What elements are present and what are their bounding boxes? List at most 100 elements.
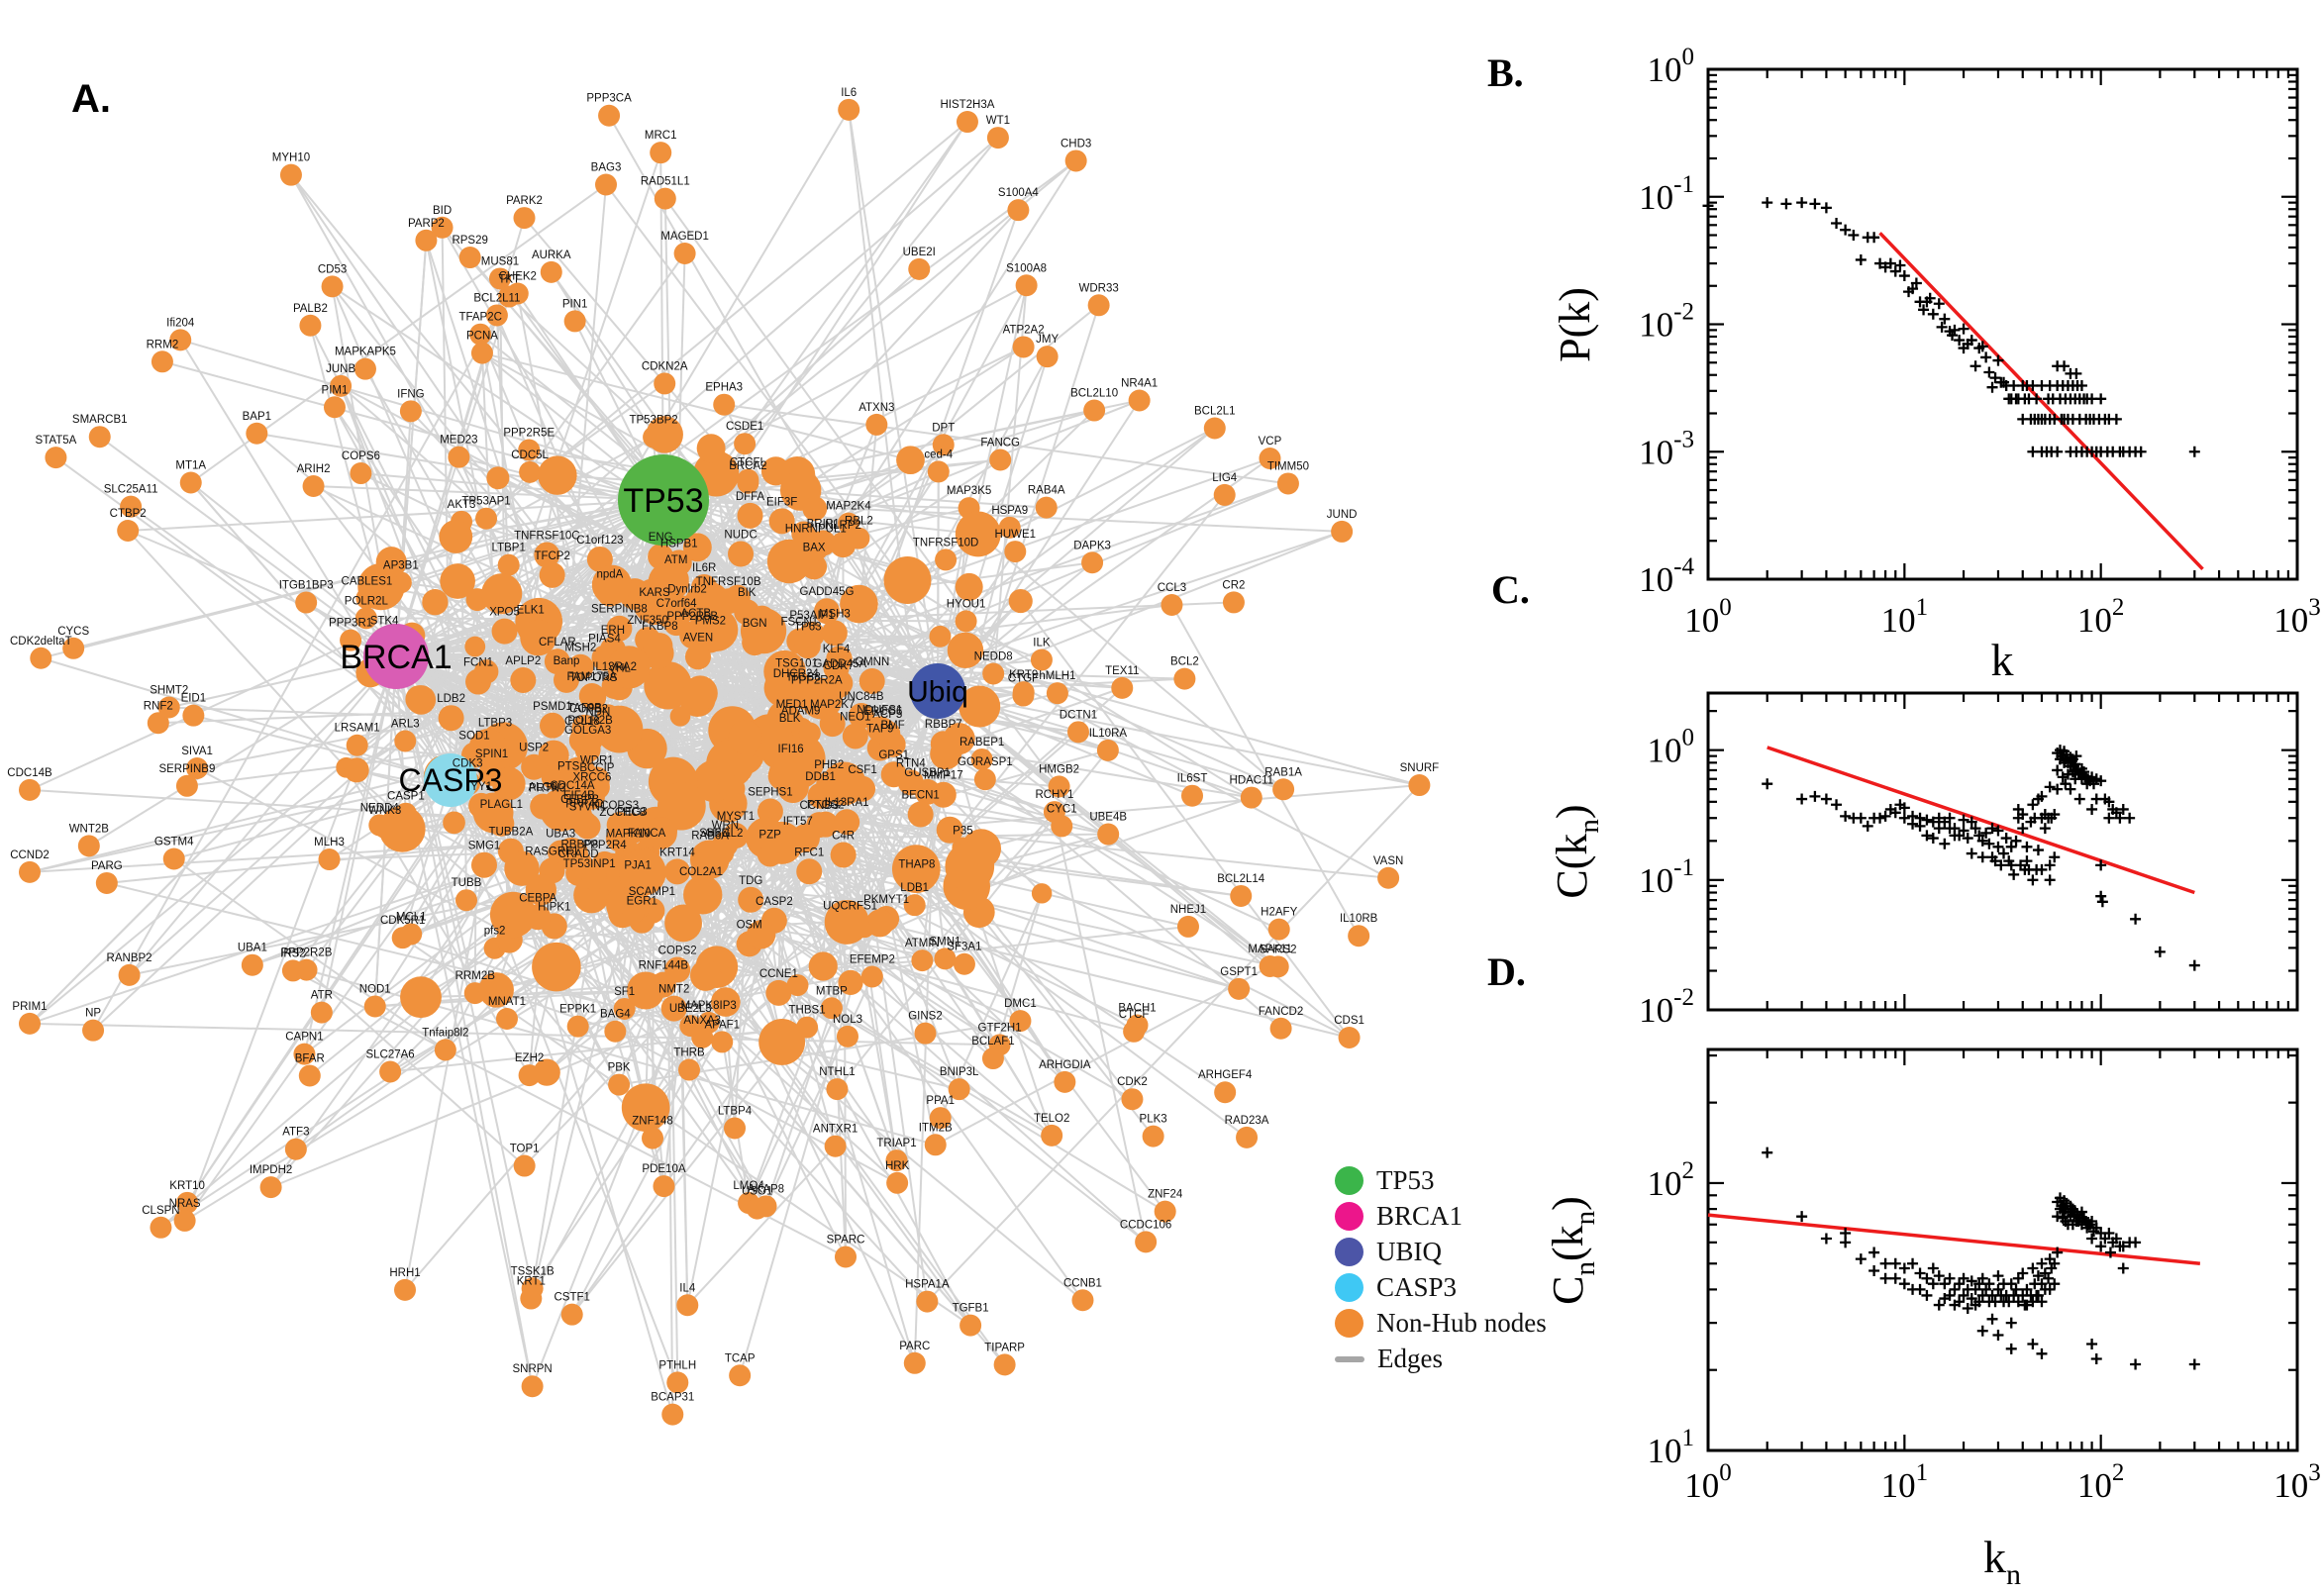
node-MAPKAPK5 bbox=[354, 357, 376, 380]
node-ILK bbox=[1030, 648, 1053, 671]
svg-text:P35: P35 bbox=[953, 825, 972, 837]
svg-text:ATXN3: ATXN3 bbox=[858, 402, 894, 414]
svg-text:MTBP: MTBP bbox=[816, 985, 848, 997]
node-unlabeled bbox=[791, 521, 816, 547]
svg-text:NEDD8: NEDD8 bbox=[974, 651, 1013, 663]
brca1-dot-icon bbox=[1335, 1202, 1364, 1231]
svg-text:POLR2B: POLR2B bbox=[567, 715, 613, 727]
node-unlabeled bbox=[591, 564, 633, 605]
node-BRCA2 bbox=[737, 471, 759, 494]
nonhub-dot-icon bbox=[1335, 1309, 1364, 1338]
svg-text:CFLAR: CFLAR bbox=[539, 637, 576, 648]
node-unlabeled bbox=[1008, 589, 1033, 614]
svg-text:Tnfaip8l2: Tnfaip8l2 bbox=[422, 1027, 468, 1039]
node-PDE10A bbox=[653, 1175, 675, 1198]
node-UBE2I bbox=[908, 257, 931, 280]
node-NUDC bbox=[728, 541, 755, 567]
svg-text:SEPHS1: SEPHS1 bbox=[748, 786, 792, 798]
legend-label-ubiq: UBIQ bbox=[1376, 1237, 1442, 1266]
node-unlabeled bbox=[520, 619, 556, 656]
svg-text:MAP3K5: MAP3K5 bbox=[947, 485, 991, 497]
svg-text:PPP4C: PPP4C bbox=[565, 799, 603, 811]
node-PARG bbox=[95, 871, 118, 894]
node-MYH10 bbox=[279, 163, 302, 186]
svg-text:ALG9: ALG9 bbox=[528, 782, 556, 794]
node-TNFRSF10D bbox=[935, 549, 958, 571]
node-unlabeled bbox=[540, 788, 583, 832]
hub-label-tp53: TP53 bbox=[623, 482, 703, 520]
svg-text:AURKA: AURKA bbox=[532, 249, 571, 261]
svg-text:TOP1: TOP1 bbox=[510, 1144, 540, 1155]
node-IRS2 bbox=[281, 959, 304, 982]
tick-label: 101 bbox=[1881, 594, 1929, 640]
svg-text:ERCC6: ERCC6 bbox=[863, 706, 902, 718]
svg-text:TUBB2A: TUBB2A bbox=[489, 827, 534, 839]
node-BFAR bbox=[298, 1064, 321, 1087]
legend-item-ubiq: UBIQ bbox=[1335, 1237, 1547, 1266]
hub-label-ubiq: Ubiq bbox=[907, 676, 968, 709]
svg-text:HRH1: HRH1 bbox=[389, 1267, 420, 1279]
svg-text:Dynlrb2: Dynlrb2 bbox=[667, 583, 707, 595]
node-UBE2L3 bbox=[679, 1015, 702, 1038]
node-GOLGA3 bbox=[574, 737, 601, 763]
ubiq-dot-icon bbox=[1335, 1238, 1364, 1266]
svg-text:VASN: VASN bbox=[1373, 855, 1403, 867]
y-axis-label: P(k) bbox=[1551, 287, 1599, 362]
node-HSPA1A bbox=[916, 1290, 939, 1313]
node-TOP1 bbox=[513, 1154, 536, 1177]
svg-text:MAP2K4: MAP2K4 bbox=[826, 501, 871, 513]
node-KRT14 bbox=[663, 858, 690, 885]
node-SMG1 bbox=[470, 851, 497, 878]
svg-text:THAP8: THAP8 bbox=[898, 859, 935, 871]
svg-text:BAX: BAX bbox=[803, 542, 826, 553]
svg-text:STK4: STK4 bbox=[370, 615, 399, 627]
svg-text:PSMD1: PSMD1 bbox=[533, 701, 572, 713]
svg-text:TP53AP1: TP53AP1 bbox=[461, 496, 510, 508]
node-PPP2R5E bbox=[518, 439, 541, 461]
svg-text:RABEP1: RABEP1 bbox=[960, 737, 1004, 748]
node-STAT5A bbox=[45, 447, 67, 469]
svg-text:NP: NP bbox=[85, 1008, 101, 1020]
svg-text:BCLAF1: BCLAF1 bbox=[971, 1036, 1014, 1047]
svg-text:WRN: WRN bbox=[712, 820, 739, 832]
node-UBA1 bbox=[241, 953, 263, 976]
svg-text:ACTB: ACTB bbox=[680, 608, 711, 620]
svg-text:WT1: WT1 bbox=[986, 115, 1010, 127]
svg-text:BCL2L10: BCL2L10 bbox=[1070, 388, 1118, 400]
svg-text:SYVN1: SYVN1 bbox=[569, 802, 607, 814]
network-nodes-layer: TP53 BRCA1 Ubiq CASP3 bbox=[19, 98, 1431, 1426]
svg-text:PIAS4: PIAS4 bbox=[588, 634, 621, 646]
node-CCNB1 bbox=[1071, 1289, 1094, 1312]
svg-text:SNRPN: SNRPN bbox=[512, 1363, 552, 1375]
node-PPP3CA bbox=[598, 104, 621, 127]
svg-text:TRIAP1: TRIAP1 bbox=[876, 1138, 916, 1149]
svg-text:MNAT1: MNAT1 bbox=[488, 996, 526, 1008]
node-IL10RB bbox=[1348, 925, 1370, 948]
svg-text:PIN1: PIN1 bbox=[562, 298, 588, 310]
svg-text:SPIN1: SPIN1 bbox=[475, 748, 508, 760]
svg-text:BRCA2: BRCA2 bbox=[729, 460, 766, 472]
svg-text:RBBP7: RBBP7 bbox=[925, 719, 962, 731]
svg-text:C4R: C4R bbox=[832, 830, 855, 842]
node-CCNE1 bbox=[765, 979, 792, 1006]
node-unlabeled bbox=[657, 781, 706, 831]
tick-label: 102 bbox=[2077, 594, 2125, 640]
svg-text:PRTN3: PRTN3 bbox=[529, 783, 566, 795]
node-unlabeled bbox=[760, 456, 791, 486]
svg-text:BCL2L11: BCL2L11 bbox=[473, 292, 520, 304]
svg-text:HUWE1: HUWE1 bbox=[995, 529, 1037, 541]
node-unlabeled bbox=[489, 891, 537, 939]
svg-text:APAF1: APAF1 bbox=[704, 1019, 740, 1031]
svg-text:CDK2deltaT: CDK2deltaT bbox=[10, 636, 72, 648]
svg-text:npdA: npdA bbox=[596, 569, 623, 581]
node-ZNF148 bbox=[642, 1127, 664, 1149]
node-PPP3R1 bbox=[340, 629, 362, 651]
svg-text:MMP17: MMP17 bbox=[924, 770, 963, 782]
node-unlabeled bbox=[664, 904, 702, 943]
node-TCAP bbox=[729, 1364, 752, 1387]
svg-text:OSM: OSM bbox=[737, 919, 762, 931]
node-COPS2 bbox=[664, 956, 691, 983]
svg-text:CRADD: CRADD bbox=[558, 848, 599, 860]
node-unlabeled bbox=[840, 584, 878, 624]
